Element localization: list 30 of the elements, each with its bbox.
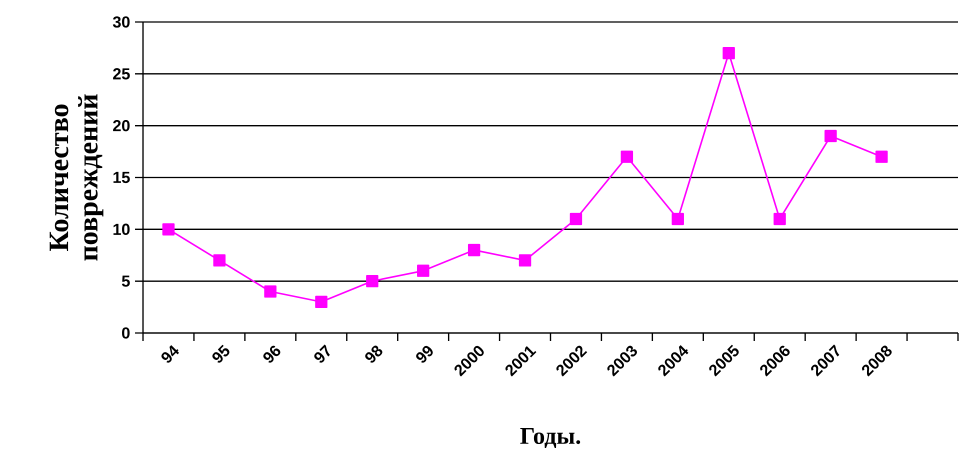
point <box>570 212 582 226</box>
point <box>518 254 532 267</box>
y-tick-label: 15 <box>114 172 130 184</box>
point <box>366 275 378 288</box>
y-axis-title: Количество повреждений <box>50 94 104 261</box>
point <box>264 285 276 298</box>
y-tick-label: 20 <box>113 120 130 132</box>
y-tick-label: 25 <box>113 68 130 80</box>
x-tick-label: 96 <box>263 346 280 363</box>
x-tick-label: 98 <box>365 346 382 363</box>
x-tick-label: 94 <box>161 345 180 363</box>
y-tick-label: 0 <box>122 327 130 339</box>
point <box>315 296 328 308</box>
x-tick-label: 99 <box>416 346 433 363</box>
point <box>722 46 735 60</box>
point <box>620 150 634 163</box>
point <box>162 223 175 236</box>
y-tick-label: 5 <box>122 276 130 287</box>
point <box>824 130 837 142</box>
y-tick-label: 30 <box>112 16 130 28</box>
point <box>774 212 786 226</box>
y-tick-label: 10 <box>114 224 130 235</box>
point <box>875 150 888 163</box>
x-tick-label: 97 <box>314 344 330 363</box>
point <box>672 212 684 226</box>
x-axis-title: Годы. <box>520 428 580 448</box>
x-tick-label: 95 <box>212 344 230 363</box>
point <box>213 254 226 267</box>
point <box>417 264 430 277</box>
point <box>468 244 480 256</box>
